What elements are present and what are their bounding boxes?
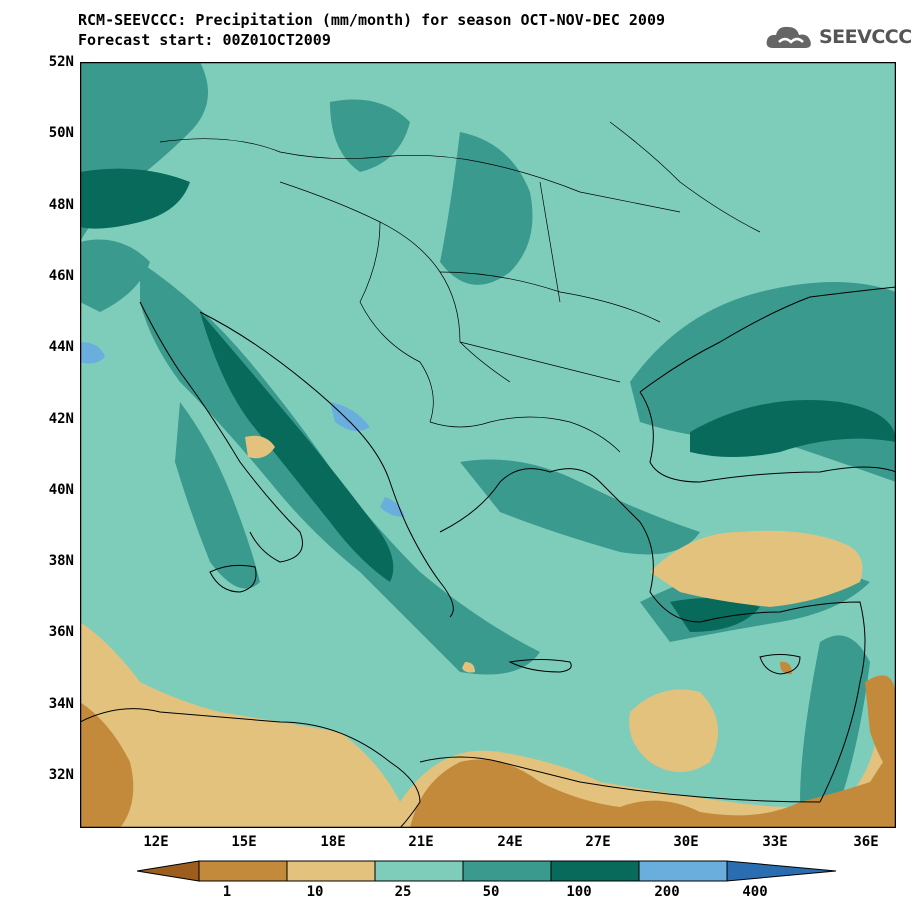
colorbar-segment: [550, 860, 640, 882]
colorbar-segment: [726, 860, 837, 882]
colorbar-label: 50: [482, 884, 500, 900]
precip-200-400-spots: [80, 342, 405, 517]
lat-label: 36N: [48, 624, 74, 640]
lat-label: 38N: [48, 553, 74, 569]
title-line-2: Forecast start: 00Z01OCT2009: [78, 31, 331, 49]
lat-label: 40N: [48, 482, 74, 498]
colorbar-label: 400: [742, 884, 768, 900]
lat-label: 46N: [48, 268, 74, 284]
colorbar: [137, 860, 837, 882]
colorbar-segment: [374, 860, 464, 882]
lat-label: 50N: [48, 125, 74, 141]
precip-1-10-zones: [80, 661, 896, 828]
precip-100-200-zones: [80, 168, 896, 632]
lat-label: 42N: [48, 411, 74, 427]
country-border-lines: [159, 121, 761, 453]
map-canvas: [79, 61, 897, 829]
lat-label: 34N: [48, 696, 74, 712]
colorbar-segment: [137, 860, 200, 882]
colorbar-segment: [462, 860, 552, 882]
precipitation-map: [79, 61, 897, 829]
lon-label: 24E: [497, 834, 523, 850]
cloud-logo-icon: [766, 26, 811, 48]
lon-label: 27E: [585, 834, 611, 850]
lon-label: 33E: [762, 834, 788, 850]
lon-label: 30E: [673, 834, 699, 850]
lon-label: 36E: [853, 834, 879, 850]
logo-text: SEEVCCC: [819, 26, 912, 48]
lat-label: 52N: [48, 54, 74, 70]
seevccc-logo: SEEVCCC: [765, 22, 912, 52]
colorbar-label: 100: [566, 884, 592, 900]
coastline-lines: [79, 286, 897, 829]
lon-label: 18E: [320, 834, 346, 850]
colorbar-segment: [638, 860, 728, 882]
lon-label: 15E: [231, 834, 257, 850]
colorbar-label: 1: [222, 884, 232, 900]
colorbar-label: 25: [394, 884, 412, 900]
title-line-1: RCM-SEEVCCC: Precipitation (mm/month) fo…: [78, 11, 665, 29]
colorbar-segment: [198, 860, 288, 882]
lon-label: 21E: [408, 834, 434, 850]
colorbar-label: 200: [654, 884, 680, 900]
map-title: RCM-SEEVCCC: Precipitation (mm/month) fo…: [78, 10, 665, 50]
colorbar-segment: [286, 860, 376, 882]
lat-label: 32N: [48, 767, 74, 783]
lat-label: 44N: [48, 339, 74, 355]
lat-label: 48N: [48, 197, 74, 213]
map-border: [79, 61, 897, 829]
lon-label: 12E: [143, 834, 169, 850]
colorbar-label: 10: [306, 884, 324, 900]
